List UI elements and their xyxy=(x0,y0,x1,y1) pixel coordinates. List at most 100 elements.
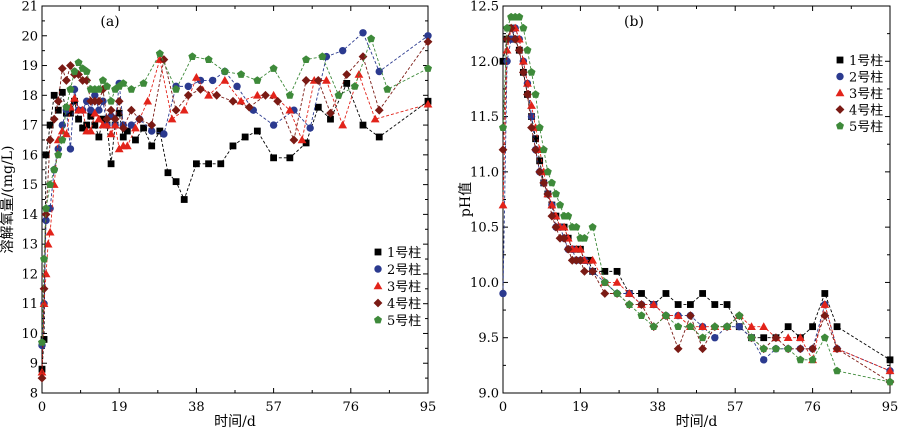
data-point xyxy=(82,67,91,75)
data-point xyxy=(613,267,621,275)
series-line xyxy=(41,59,429,373)
data-point xyxy=(39,284,49,294)
data-point xyxy=(519,23,528,32)
data-point xyxy=(119,79,128,87)
data-point xyxy=(241,133,249,141)
data-point xyxy=(527,68,536,76)
data-point xyxy=(229,142,237,150)
data-point xyxy=(375,133,383,141)
data-point xyxy=(40,336,48,343)
data-point xyxy=(42,204,51,212)
panel-label: (b) xyxy=(624,14,644,30)
legend-label: 4号柱 xyxy=(849,104,883,119)
data-point xyxy=(531,145,540,155)
data-point xyxy=(140,124,147,132)
data-point xyxy=(171,105,181,115)
data-point xyxy=(115,109,123,117)
data-point xyxy=(139,79,148,87)
data-point xyxy=(45,227,55,236)
data-point xyxy=(95,106,103,114)
data-point xyxy=(131,123,140,132)
data-point xyxy=(723,301,731,308)
data-point xyxy=(322,76,331,84)
data-point xyxy=(735,311,744,319)
data-point xyxy=(698,322,708,330)
data-point xyxy=(285,105,295,114)
legend-marker xyxy=(373,298,383,308)
x-tick-label: 95 xyxy=(882,400,899,415)
series-5 xyxy=(38,34,432,346)
data-point xyxy=(527,101,536,109)
legend-marker xyxy=(373,281,383,290)
x-tick-label: 19 xyxy=(111,400,128,415)
series-line xyxy=(502,16,891,383)
data-point xyxy=(624,289,634,297)
data-point xyxy=(674,322,683,331)
y-tick-label: 19 xyxy=(21,59,38,74)
data-point xyxy=(61,76,71,85)
x-tick-label: 76 xyxy=(343,400,360,415)
data-point xyxy=(220,76,230,84)
data-point xyxy=(40,254,49,263)
data-point xyxy=(747,322,756,330)
data-point xyxy=(50,165,59,174)
data-point xyxy=(41,209,51,219)
data-point xyxy=(673,344,683,354)
data-point xyxy=(253,76,262,84)
data-point xyxy=(155,49,164,58)
data-point xyxy=(547,211,557,221)
data-point xyxy=(236,96,246,105)
y-tick-label: 10.0 xyxy=(470,276,499,291)
y-tick-label: 10.5 xyxy=(470,221,499,236)
data-point xyxy=(424,32,432,40)
data-point xyxy=(188,52,197,61)
data-point xyxy=(833,366,842,375)
data-point xyxy=(808,344,817,354)
data-point xyxy=(46,121,54,129)
data-point xyxy=(499,123,507,132)
x-tick-label: 57 xyxy=(265,400,282,415)
legend-label: 1号柱 xyxy=(387,246,421,261)
x-tick-label: 57 xyxy=(727,400,744,415)
data-point xyxy=(510,34,520,44)
data-point xyxy=(523,46,532,54)
data-point xyxy=(547,178,556,187)
data-point xyxy=(747,333,756,342)
legend-label: 5号柱 xyxy=(387,314,421,329)
data-point xyxy=(164,169,172,177)
data-point xyxy=(886,377,894,386)
data-point xyxy=(49,114,59,124)
data-point xyxy=(253,127,261,135)
legend-marker xyxy=(836,121,844,130)
y-tick-label: 8 xyxy=(30,387,38,402)
data-point xyxy=(649,300,659,308)
data-point xyxy=(338,120,348,129)
data-point xyxy=(313,76,323,85)
data-point xyxy=(306,124,314,132)
data-point xyxy=(886,356,894,364)
data-point xyxy=(74,58,83,66)
data-point xyxy=(832,344,842,354)
data-point xyxy=(172,85,181,93)
legend-marker xyxy=(835,88,845,97)
data-point xyxy=(86,126,96,135)
data-point xyxy=(809,323,816,331)
data-point xyxy=(38,338,46,346)
data-point xyxy=(50,91,58,99)
data-point xyxy=(183,90,193,100)
data-point xyxy=(91,91,99,100)
data-point xyxy=(114,144,124,153)
data-point xyxy=(297,135,307,144)
data-point xyxy=(94,85,103,93)
data-point xyxy=(523,90,532,99)
data-point xyxy=(107,160,115,168)
data-point xyxy=(638,290,645,297)
y-tick-label: 12.0 xyxy=(470,55,499,70)
data-point xyxy=(67,109,74,117)
data-point xyxy=(588,222,597,231)
data-point xyxy=(531,90,540,98)
data-point xyxy=(286,154,294,162)
data-point xyxy=(289,135,299,145)
data-point xyxy=(543,167,552,176)
data-point xyxy=(102,114,112,124)
